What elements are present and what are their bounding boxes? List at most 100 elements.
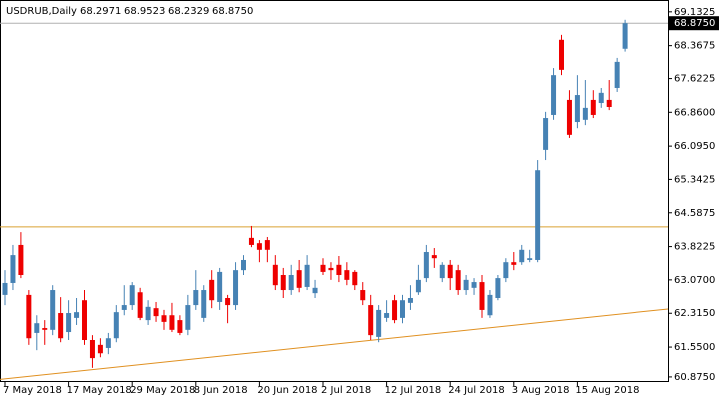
candle-body <box>543 118 549 150</box>
candle-body <box>598 92 604 104</box>
y-tick-label: 66.0950 <box>674 141 715 152</box>
y-tick-label: 66.8600 <box>674 107 715 118</box>
candle-body <box>233 270 239 306</box>
candle-body <box>566 99 572 135</box>
x-tick-label: 20 Jun 2018 <box>257 385 317 396</box>
y-tick-label: 65.3425 <box>674 174 715 185</box>
x-tick-label: 15 Aug 2018 <box>575 385 639 396</box>
candle-body <box>304 264 310 287</box>
y-tick-label: 60.8750 <box>674 372 715 383</box>
y-tick-label: 62.3150 <box>674 308 715 319</box>
candle-body <box>376 309 382 337</box>
candle-body <box>42 328 48 330</box>
candle-body <box>574 95 580 123</box>
candle-body <box>18 244 24 276</box>
candle-body <box>527 258 533 260</box>
candle-body <box>479 282 485 310</box>
candle-body <box>89 339 95 359</box>
plot-frame <box>0 0 669 382</box>
y-tick-label: 63.8225 <box>674 242 715 253</box>
header-value: 68.9523 <box>124 6 165 17</box>
candle-body <box>272 264 278 286</box>
candle-body <box>320 264 326 272</box>
candle-body <box>169 315 175 330</box>
candle-body <box>312 287 318 294</box>
candle-body <box>415 279 421 293</box>
candle-body <box>82 300 87 340</box>
candle-body <box>328 267 334 271</box>
y-tick-label: 68.3675 <box>674 41 715 52</box>
candle-body <box>535 170 541 260</box>
candle-body <box>105 338 111 348</box>
candle-body <box>10 255 16 283</box>
price-label: 68.8750 <box>674 18 715 29</box>
candle-body <box>26 294 32 339</box>
candle-body <box>153 308 159 317</box>
candle-body <box>519 249 525 263</box>
y-tick-label: 69.1325 <box>674 7 715 18</box>
candle-body <box>129 285 135 306</box>
candle-body <box>248 237 254 245</box>
candle-body <box>423 252 429 279</box>
candle-body <box>495 278 501 298</box>
candle-body <box>384 313 390 318</box>
candle-body <box>50 290 56 330</box>
candle-body <box>241 259 246 271</box>
candle-body <box>463 279 469 291</box>
candle-body <box>400 300 405 318</box>
candle-body <box>113 312 119 339</box>
candle-body <box>614 61 620 88</box>
candle-body <box>559 39 564 70</box>
candle-body <box>582 107 588 120</box>
candle-body <box>368 305 374 336</box>
y-tick-label: 63.0700 <box>674 275 715 286</box>
candle-body <box>66 313 72 333</box>
candle-body <box>360 290 366 301</box>
candle-body <box>487 294 493 316</box>
candle-body <box>185 305 191 330</box>
candle-body <box>551 75 557 115</box>
candle-body <box>58 313 64 339</box>
y-tick-label: 64.5875 <box>674 208 715 219</box>
x-tick-label: 2 Jul 2018 <box>321 385 371 396</box>
candle-body <box>145 306 151 321</box>
candle-body <box>97 344 103 354</box>
x-tick-label: 29 May 2018 <box>130 385 195 396</box>
chart-title: USDRUB,Daily <box>6 6 77 17</box>
candle-body <box>447 264 453 279</box>
x-tick-label: 7 May 2018 <box>3 385 62 396</box>
candle-body <box>296 270 302 288</box>
candle-body <box>34 323 40 333</box>
candle-body <box>622 23 628 49</box>
header-value: 68.2971 <box>80 6 121 17</box>
candle-body <box>225 297 231 306</box>
x-tick-label: 8 Jun 2018 <box>194 385 248 396</box>
candle-body <box>209 279 215 301</box>
candle-body <box>344 270 350 280</box>
header-value: 68.2329 <box>168 6 209 17</box>
candle-body <box>256 243 262 250</box>
candle-body <box>431 255 437 259</box>
candle-body <box>503 262 509 279</box>
candle-body <box>137 292 143 318</box>
trendline <box>0 308 669 380</box>
price-label-box <box>669 16 719 31</box>
candle-body <box>352 271 358 286</box>
x-tick-label: 3 Aug 2018 <box>512 385 570 396</box>
x-tick-label: 12 Jul 2018 <box>385 385 442 396</box>
candle-body <box>177 320 183 333</box>
candle-body <box>161 315 167 322</box>
candle-body <box>407 297 413 303</box>
candle-body <box>121 305 127 310</box>
candle-body <box>264 240 270 250</box>
y-tick-label: 61.5500 <box>674 342 715 353</box>
candle-body <box>439 264 445 279</box>
candle-body <box>74 312 80 318</box>
candle-body <box>455 270 461 291</box>
candle-body <box>217 271 223 302</box>
candle-body <box>2 282 8 295</box>
candle-body <box>201 290 207 318</box>
candle-body <box>193 290 199 306</box>
candle-body <box>288 275 294 291</box>
